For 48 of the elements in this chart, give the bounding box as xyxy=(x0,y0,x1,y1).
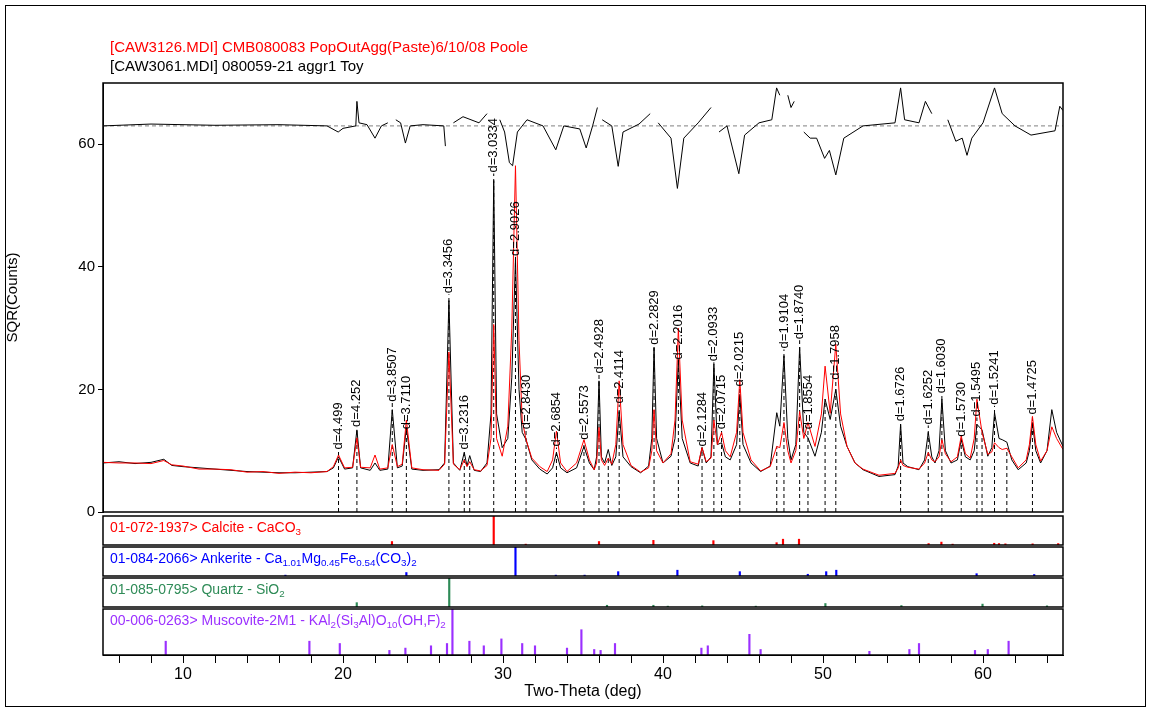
x-tick-label: 20 xyxy=(334,665,352,683)
chart-title: 01-085-0795> Quartz - SiO$_{2}$ xyxy=(110,581,285,599)
annotation: d=2.6854 xyxy=(548,391,564,447)
annotation: d=1.7958 xyxy=(827,325,843,380)
annotation: d=1.8740 xyxy=(791,284,807,340)
annotation: d=1.6252 xyxy=(919,369,935,425)
x-tick-label: 30 xyxy=(494,665,512,683)
annotation: d=2.4114 xyxy=(610,349,626,404)
x-tick-label: 10 xyxy=(174,665,192,683)
annotation: d=1.8554 xyxy=(799,374,815,430)
annotation: d=4.252 xyxy=(348,379,364,427)
y-tick-label: 60 xyxy=(78,134,95,152)
x-tick-label: 50 xyxy=(814,665,832,683)
y-tick-label: 40 xyxy=(78,257,95,274)
chart-title: [CAW3126.MDI] CMB080083 PopOutAgg(Paste)6/10/08 Poole xyxy=(110,38,529,55)
annotation: d=2.2016 xyxy=(669,304,685,360)
y-tick-label: 20 xyxy=(78,379,95,397)
annotation: d=2.8430 xyxy=(517,374,533,430)
annotation: d=1.6030 xyxy=(933,338,949,394)
annotation: d=3.3456 xyxy=(440,238,456,294)
chart-subtitle: [CAW3061.MDI] 080059-21 aggr1 Toy xyxy=(110,57,364,74)
annotation: d=1.4725 xyxy=(1024,360,1040,415)
annotation: d=2.4928 xyxy=(590,318,606,374)
x-tick-label: 60 xyxy=(974,665,992,683)
chart-title: 01-084-2066> Ankerite - Ca$_{1.01}$Mg$_{0.45}$Fe$_{0.54}$(CO$_{3}$)$_{2}$ xyxy=(110,550,417,568)
annotation: d=2.1284 xyxy=(693,391,709,447)
annotation: d=1.9104 xyxy=(775,293,791,349)
x-axis-title: Two-Theta (deg) xyxy=(524,681,642,699)
annotation: d=2.0715 xyxy=(713,374,729,430)
y-axis-title: SQR(Counts) xyxy=(3,252,21,343)
annotation: d=2.5573 xyxy=(575,385,591,440)
annotation: d=2.0215 xyxy=(731,331,747,387)
annotation: d=2.9026 xyxy=(507,201,523,256)
annotation: d=3.2316 xyxy=(455,394,471,450)
annotation: d=2.0933 xyxy=(705,306,721,362)
annotation: d=3.7110 xyxy=(397,375,413,430)
chart-title: 01-072-1937> Calcite - CaCO$_{3}$ xyxy=(110,519,302,537)
x-tick-label: 40 xyxy=(654,665,672,683)
annotation: d=1.5241 xyxy=(986,350,1002,405)
y-tick-label: 0 xyxy=(86,502,95,520)
chart-title: 00-006-0263> Muscovite-2M1 - KAl$_{2}$(Si$_{3}$Al)O$_{10}$(OH,F)$_{2}$ xyxy=(110,612,446,630)
annotation: d=4.499 xyxy=(330,402,346,450)
annotation: d=1.5730 xyxy=(952,382,968,437)
annotation: d=1.6726 xyxy=(892,366,908,422)
annotation: d=3.0334 xyxy=(485,117,501,173)
annotation: d=2.2829 xyxy=(645,290,661,345)
annotation: d=1.5495 xyxy=(968,361,984,417)
annotation: d=3.8507 xyxy=(383,347,399,402)
